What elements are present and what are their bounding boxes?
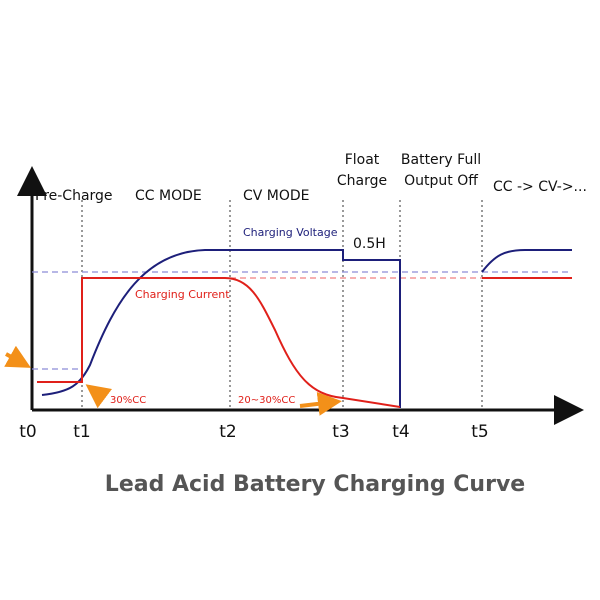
axes	[17, 166, 584, 425]
phase-label: Output Off	[404, 173, 478, 189]
phase-label: Pre-Charge	[35, 188, 113, 204]
phase-label: CV MODE	[243, 188, 310, 204]
pre-current-label: 30%CC	[110, 395, 146, 406]
time-label: t3	[332, 422, 349, 442]
current-label: Charging Current	[135, 288, 230, 301]
phase-label: Float	[345, 152, 380, 168]
phase-label: Battery Full	[401, 152, 481, 168]
time-label: t2	[219, 422, 236, 442]
orange-arrows	[4, 345, 342, 416]
time-label: t0	[19, 422, 36, 442]
time-label: t4	[392, 422, 409, 442]
time-label: t5	[471, 422, 488, 442]
float-duration: 0.5H	[353, 236, 386, 252]
current-curve	[37, 277, 572, 408]
time-label: t1	[73, 422, 90, 442]
title: Lead Acid Battery Charging Curve	[105, 472, 525, 497]
phase-label: Charge	[337, 173, 387, 189]
voltage-label: Charging Voltage	[243, 226, 338, 239]
phase-label: CC MODE	[135, 188, 202, 204]
phase-label: CC -> CV->...	[493, 179, 587, 195]
reference-lines	[32, 271, 572, 370]
end-current-label: 20~30%CC	[238, 395, 295, 406]
voltage-curve	[41, 249, 572, 408]
